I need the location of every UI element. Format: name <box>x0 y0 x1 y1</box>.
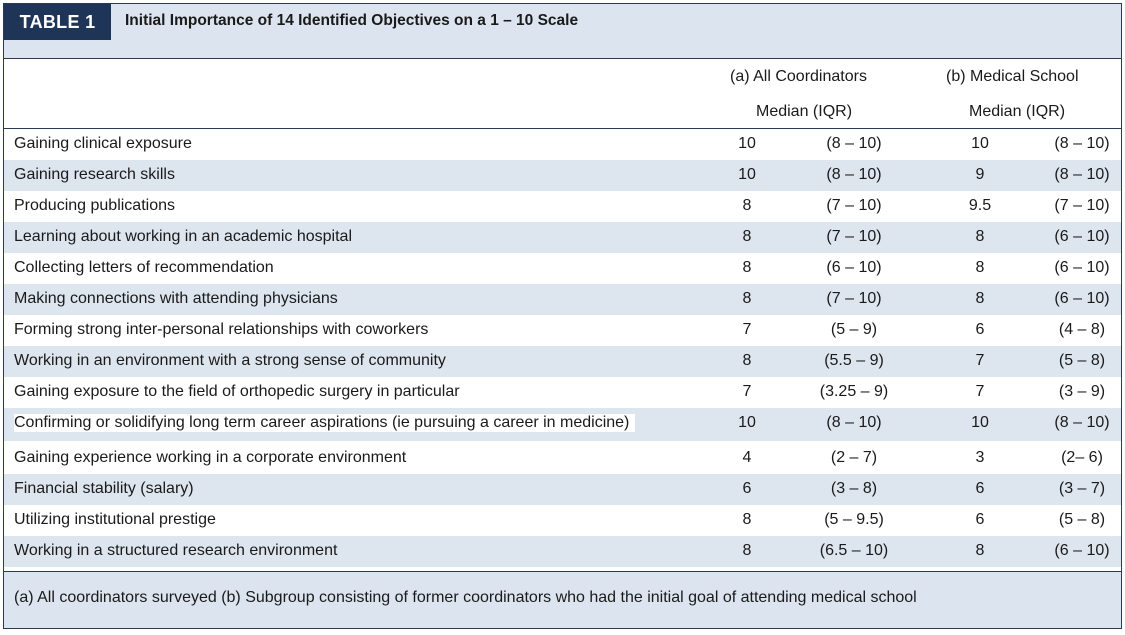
row-label: Working in an environment with a strong … <box>14 352 446 369</box>
medical-school-iqr: (3 – 7) <box>1058 480 1106 497</box>
all-coordinators-iqr: (7 – 10) <box>826 290 882 307</box>
row-label: Making connections with attending physic… <box>14 290 338 307</box>
all-coordinators-iqr: (3 – 8) <box>830 480 878 497</box>
all-coordinators-iqr: (5 – 9.5) <box>824 511 884 528</box>
all-coordinators-median: 8 <box>742 259 752 276</box>
table-row: Gaining clinical exposure 10 (8 – 10) 10 (8 … <box>4 129 1121 160</box>
table-row: Gaining experience working in a corporat… <box>4 441 1121 474</box>
all-coordinators-median: 8 <box>742 542 752 559</box>
table-number-badge: TABLE 1 <box>4 4 111 40</box>
medical-school-median: 6 <box>975 511 985 528</box>
all-coordinators-median: 8 <box>742 511 752 528</box>
row-label: Utilizing institutional prestige <box>14 511 216 528</box>
all-coordinators-iqr: (5.5 – 9) <box>824 352 884 369</box>
medical-school-median: 8 <box>975 259 985 276</box>
medical-school-median: 8 <box>975 228 985 245</box>
table-row: Learning about working in an academic ho… <box>4 222 1121 253</box>
footnote-text: (a) All coordinators surveyed (b) Subgro… <box>14 589 917 606</box>
all-coordinators-median: 8 <box>742 352 752 369</box>
table-row: Confirming or solidifying long term care… <box>4 408 1121 441</box>
medical-school-median: 7 <box>975 383 985 400</box>
all-coordinators-iqr: (3.25 – 9) <box>819 383 889 400</box>
all-coordinators-iqr: (2 – 7) <box>830 449 878 466</box>
all-coordinators-median: 10 <box>738 414 756 431</box>
table-footnote: (a) All coordinators surveyed (b) Subgro… <box>4 571 1121 628</box>
all-coordinators-median: 6 <box>742 480 752 497</box>
medical-school-iqr: (6 – 10) <box>1054 542 1110 559</box>
row-label: Learning about working in an academic ho… <box>14 228 352 245</box>
all-coordinators-iqr: (7 – 10) <box>826 197 882 214</box>
table-title: Initial Importance of 14 Identified Obje… <box>125 12 579 29</box>
column-header-all-coordinators: (a) All Coordinators <box>730 68 867 85</box>
row-label: Working in a structured research environ… <box>14 542 338 559</box>
all-coordinators-median: 8 <box>742 290 752 307</box>
all-coordinators-median: 4 <box>742 449 752 466</box>
medical-school-median: 10 <box>971 135 989 152</box>
all-coordinators-iqr: (8 – 10) <box>826 135 882 152</box>
all-coordinators-median: 10 <box>738 135 756 152</box>
medical-school-iqr: (5 – 8) <box>1058 352 1106 369</box>
medical-school-iqr: (6 – 10) <box>1054 259 1110 276</box>
row-label: Confirming or solidifying long term care… <box>14 414 636 432</box>
medical-school-iqr: (8 – 10) <box>1054 414 1110 431</box>
table-row: Forming strong inter-personal relationsh… <box>4 315 1121 346</box>
table-row: Gaining exposure to the field of orthope… <box>4 377 1121 408</box>
medical-school-median: 7 <box>975 352 985 369</box>
all-coordinators-median: 8 <box>742 228 752 245</box>
column-subheader-all-coordinators: Median (IQR) <box>756 103 853 120</box>
column-header-medical-school: (b) Medical School <box>946 68 1079 85</box>
medical-school-iqr: (6 – 10) <box>1054 228 1110 245</box>
medical-school-median: 3 <box>975 449 985 466</box>
row-label: Producing publications <box>14 197 175 214</box>
medical-school-iqr: (8 – 10) <box>1054 166 1110 183</box>
medical-school-iqr: (5 – 8) <box>1058 511 1106 528</box>
medical-school-iqr: (2– 6) <box>1061 449 1103 466</box>
all-coordinators-iqr: (6.5 – 10) <box>819 542 889 559</box>
table-row: Making connections with attending physic… <box>4 284 1121 315</box>
medical-school-median: 9 <box>975 166 985 183</box>
all-coordinators-median: 8 <box>742 197 752 214</box>
row-label: Gaining research skills <box>14 166 175 183</box>
medical-school-median: 6 <box>975 480 985 497</box>
medical-school-median: 8 <box>975 542 985 559</box>
row-label: Gaining exposure to the field of orthope… <box>14 383 460 400</box>
all-coordinators-iqr: (8 – 10) <box>826 166 882 183</box>
all-coordinators-iqr: (5 – 9) <box>830 321 878 338</box>
all-coordinators-median: 7 <box>742 321 752 338</box>
medical-school-median: 9.5 <box>968 197 992 214</box>
row-label: Gaining clinical exposure <box>14 135 192 152</box>
table-row: Financial stability (salary) 6 (3 – 8) 6 (3 … <box>4 474 1121 505</box>
table-row: Working in a structured research environ… <box>4 536 1121 567</box>
table-row: Gaining research skills 10 (8 – 10) 9 (8 – 1… <box>4 160 1121 191</box>
row-label: Gaining experience working in a corporat… <box>14 449 407 466</box>
medical-school-median: 8 <box>975 290 985 307</box>
column-subheader-medical-school: Median (IQR) <box>969 103 1066 120</box>
row-label: Collecting letters of recommendation <box>14 259 274 276</box>
all-coordinators-median: 10 <box>738 166 756 183</box>
table-frame: TABLE 1 Initial Importance of 14 Identif… <box>3 3 1122 629</box>
table-row: Producing publications 8 (7 – 10) 9.5 (7 – 1… <box>4 191 1121 222</box>
medical-school-median: 10 <box>971 414 989 431</box>
title-bar: TABLE 1 Initial Importance of 14 Identif… <box>4 4 1121 59</box>
table-body: Gaining clinical exposure 10 (8 – 10) 10 (8 … <box>4 129 1121 567</box>
row-label: Financial stability (salary) <box>14 480 194 497</box>
medical-school-iqr: (3 – 9) <box>1058 383 1106 400</box>
medical-school-median: 6 <box>975 321 985 338</box>
table-row: Collecting letters of recommendation 8 (6 … <box>4 253 1121 284</box>
medical-school-iqr: (8 – 10) <box>1054 135 1110 152</box>
medical-school-iqr: (4 – 8) <box>1058 321 1106 338</box>
table-row: Working in an environment with a strong … <box>4 346 1121 377</box>
all-coordinators-iqr: (6 – 10) <box>826 259 882 276</box>
column-header: (a) All Coordinators Median (IQR) (b) Me… <box>4 59 1121 129</box>
all-coordinators-median: 7 <box>742 383 752 400</box>
row-label: Forming strong inter-personal relationsh… <box>14 321 429 338</box>
all-coordinators-iqr: (7 – 10) <box>826 228 882 245</box>
medical-school-iqr: (7 – 10) <box>1054 197 1110 214</box>
all-coordinators-iqr: (8 – 10) <box>826 414 882 431</box>
medical-school-iqr: (6 – 10) <box>1054 290 1110 307</box>
table-row: Utilizing institutional prestige 8 (5 – 9.… <box>4 505 1121 536</box>
